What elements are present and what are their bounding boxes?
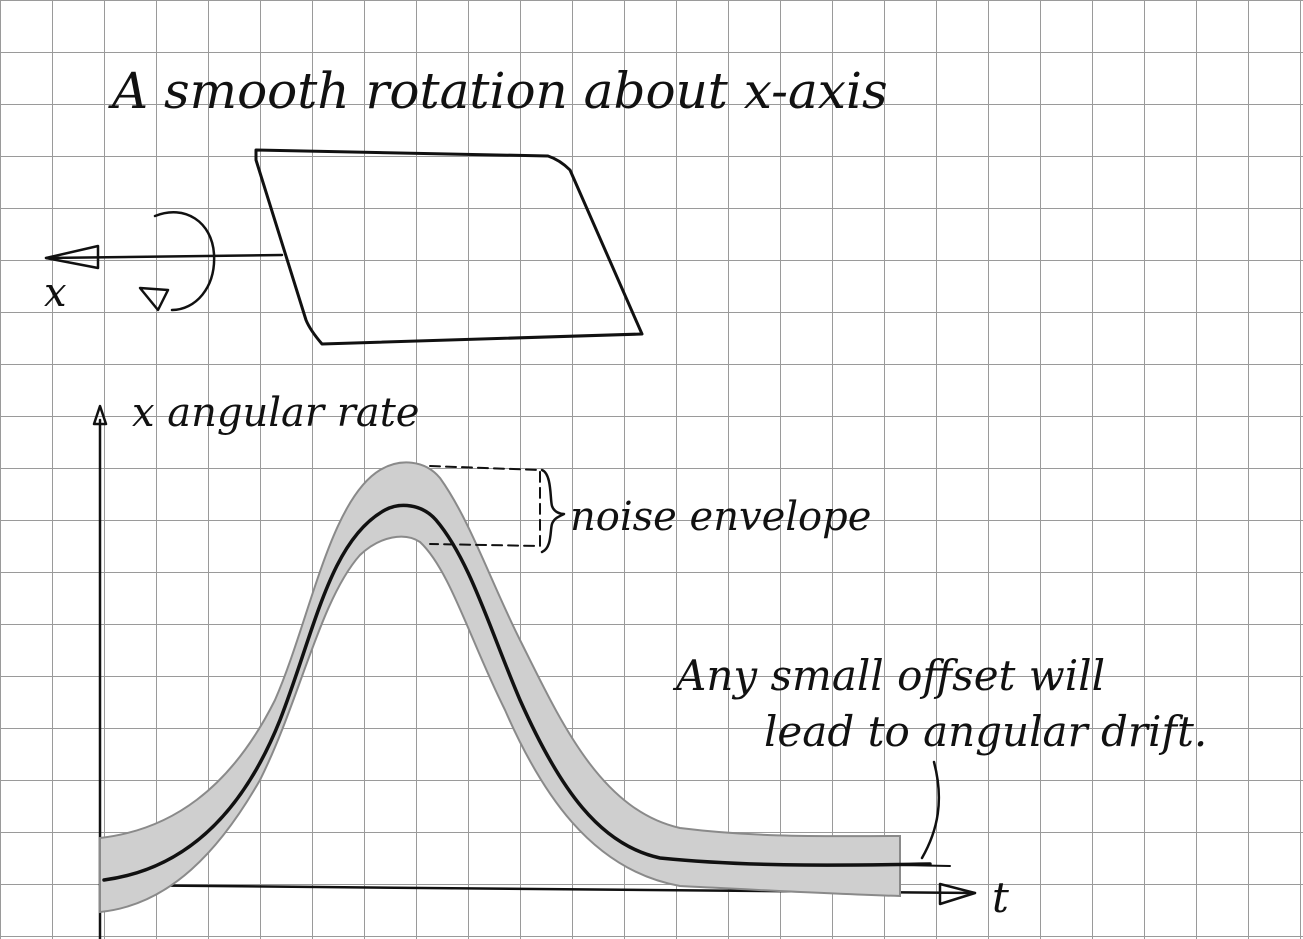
drift-offset-line <box>899 864 951 867</box>
y-axis-label: x angular rate <box>132 390 419 436</box>
y-axis-arrowhead <box>92 404 108 426</box>
drift-note-line2: lead to angular drift. <box>764 707 1207 756</box>
x-axis-label: t <box>992 873 1009 922</box>
rotation-arc <box>153 211 216 312</box>
noise-curly-brace <box>540 468 566 554</box>
rotating-plate-shape <box>254 148 644 346</box>
x-axis-graph-arrowhead <box>938 882 977 906</box>
drift-pointer-line <box>920 760 941 860</box>
rotation-axis-label: x <box>44 270 67 316</box>
noise-envelope-label: noise envelope <box>570 494 871 540</box>
drift-note-line1: Any small offset will <box>672 651 1105 700</box>
sketch-title: A smooth rotation about x-axis <box>108 62 888 120</box>
angular-rate-curve <box>102 503 932 882</box>
x-axis-line <box>44 253 284 260</box>
x-axis-arrowhead <box>44 244 100 270</box>
rotation-arrowhead-icon <box>138 286 170 312</box>
noise-dashed-bracket <box>429 465 541 547</box>
